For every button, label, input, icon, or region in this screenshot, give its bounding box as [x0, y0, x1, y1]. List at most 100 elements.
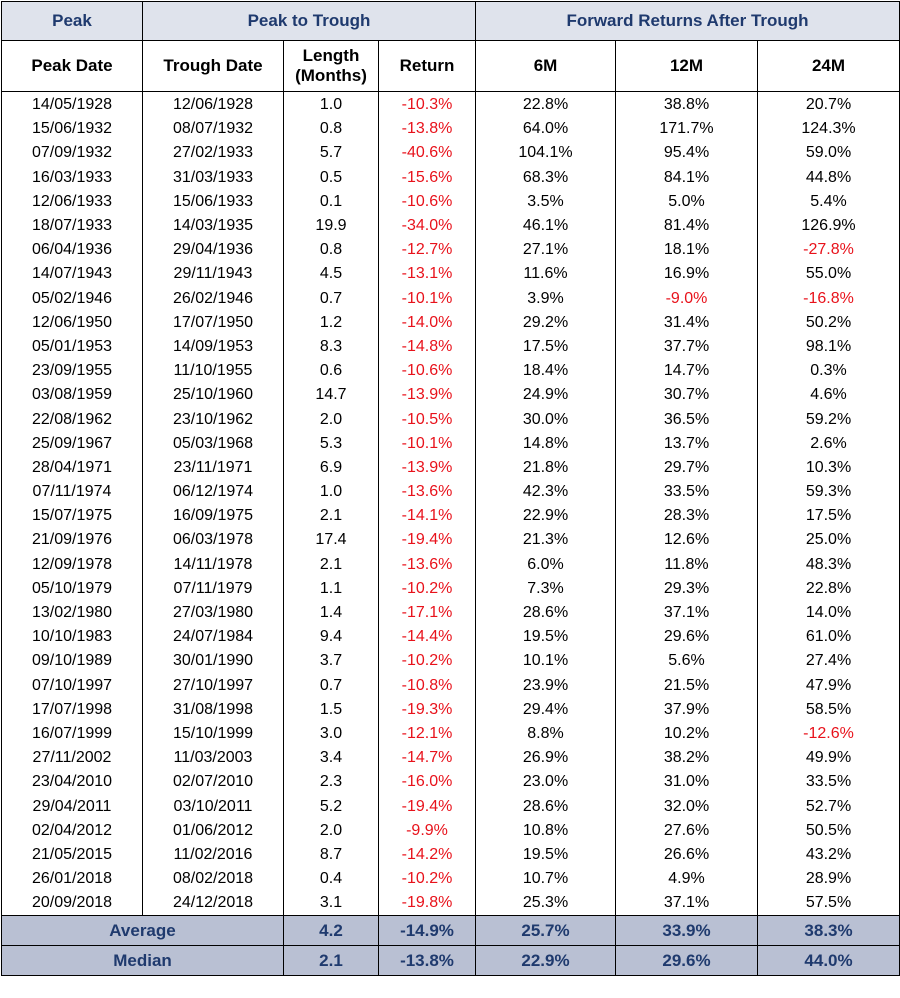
length-cell: 0.8 [283, 117, 379, 142]
return-cell: -19.3% [378, 697, 476, 722]
return-cell: -10.6% [378, 189, 476, 214]
fwd-12m-cell: 171.7% [615, 117, 758, 142]
fwd-12m-cell: 10.2% [615, 721, 758, 747]
peak-date-cell: 23/04/2010 [1, 770, 143, 795]
peak-date-cell: 07/09/1932 [1, 141, 143, 166]
fwd-24m-cell: 50.5% [756, 818, 900, 843]
length-cell: 4.5 [283, 262, 379, 287]
length-cell: 17.4 [283, 528, 379, 553]
group-header-row: Peak Peak to Trough Forward Returns Afte… [1, 1, 900, 41]
peak-date-cell: 21/05/2015 [1, 842, 143, 867]
table-row: 22/08/1962 23/10/1962 2.0 -10.5% 30.0% 36.5% 5… [1, 407, 900, 432]
return-cell: -34.0% [378, 213, 476, 239]
fwd-6m-cell: 7.3% [475, 576, 616, 601]
fwd-6m-cell: 14.8% [475, 431, 616, 456]
length-cell: 3.0 [283, 721, 379, 747]
col-peak-date: Peak Date [1, 40, 143, 92]
length-cell: 1.0 [283, 91, 379, 118]
table-row: 07/11/1974 06/12/1974 1.0 -13.6% 42.3% 33.5% 5… [1, 480, 900, 505]
return-cell: -16.0% [378, 770, 476, 795]
fwd-12m-cell: 5.6% [615, 649, 758, 674]
fwd-6m-cell: 104.1% [475, 141, 616, 166]
length-cell: 2.1 [283, 552, 379, 577]
return-cell: -10.6% [378, 359, 476, 384]
length-cell: 0.7 [283, 673, 379, 698]
fwd-12m-cell: 26.6% [615, 842, 758, 867]
fwd-12m-cell: 37.1% [615, 600, 758, 626]
fwd-24m-cell: 49.9% [756, 746, 900, 771]
return-cell: -19.4% [378, 794, 476, 819]
fwd-24m-cell: 57.5% [756, 891, 900, 916]
length-cell: 0.6 [283, 359, 379, 384]
fwd-12m-cell: 28.3% [615, 504, 758, 529]
fwd-12m-cell: 21.5% [615, 673, 758, 698]
table-row: 10/10/1983 24/07/1984 9.4 -14.4% 19.5% 29.6% 6… [1, 625, 900, 650]
fwd-24m-cell: 58.5% [756, 697, 900, 722]
peak-date-cell: 26/01/2018 [1, 867, 143, 892]
fwd-24m-cell: -27.8% [756, 238, 900, 263]
trough-date-cell: 29/11/1943 [142, 262, 284, 287]
trough-date-cell: 12/06/1928 [142, 91, 284, 118]
fwd-24m-cell: 17.5% [756, 504, 900, 529]
peak-date-cell: 07/11/1974 [1, 480, 143, 505]
trough-date-cell: 27/10/1997 [142, 673, 284, 698]
table-row: 14/07/1943 29/11/1943 4.5 -13.1% 11.6% 16.9% 5… [1, 262, 900, 287]
length-cell: 1.5 [283, 697, 379, 722]
table-row: 06/04/1936 29/04/1936 0.8 -12.7% 27.1% 18.1% -… [1, 238, 900, 263]
table-row: 23/04/2010 02/07/2010 2.3 -16.0% 23.0% 31.0% 3… [1, 770, 900, 795]
fwd-6m-cell: 11.6% [475, 262, 616, 287]
trough-date-cell: 31/03/1933 [142, 165, 284, 190]
fwd-12m-cell: 29.6% [615, 625, 758, 650]
fwd-12m-cell: 95.4% [615, 141, 758, 166]
trough-date-cell: 08/07/1932 [142, 117, 284, 142]
return-cell: -40.6% [378, 141, 476, 166]
peak-date-cell: 22/08/1962 [1, 407, 143, 432]
fwd-12m-cell: 38.8% [615, 91, 758, 118]
peak-date-cell: 14/07/1943 [1, 262, 143, 287]
table-row: 15/07/1975 16/09/1975 2.1 -14.1% 22.9% 28.3% 1… [1, 504, 900, 529]
fwd-6m-cell: 27.1% [475, 238, 616, 263]
fwd-6m-cell: 17.5% [475, 334, 616, 360]
fwd-6m-cell: 30.0% [475, 407, 616, 432]
fwd-12m-cell: 81.4% [615, 213, 758, 239]
return-cell: -15.6% [378, 165, 476, 190]
return-cell: -14.8% [378, 334, 476, 360]
peak-date-cell: 18/07/1933 [1, 213, 143, 239]
fwd-24m-cell: 14.0% [756, 600, 900, 626]
peak-date-cell: 17/07/1998 [1, 697, 143, 722]
table-row: 21/05/2015 11/02/2016 8.7 -14.2% 19.5% 26.6% 4… [1, 842, 900, 867]
fwd-24m-cell: -12.6% [756, 721, 900, 747]
trough-date-cell: 23/10/1962 [142, 407, 284, 432]
fwd-6m-cell: 25.7% [475, 915, 616, 947]
trough-date-cell: 07/11/1979 [142, 576, 284, 601]
trough-date-cell: 30/01/1990 [142, 649, 284, 674]
peak-date-cell: 07/10/1997 [1, 673, 143, 698]
length-cell: 4.2 [283, 915, 379, 947]
length-cell: 5.7 [283, 141, 379, 166]
trough-date-cell: 11/10/1955 [142, 359, 284, 384]
col-return: Return [378, 40, 476, 92]
trough-date-cell: 23/11/1971 [142, 455, 284, 480]
table-row: 17/07/1998 31/08/1998 1.5 -19.3% 29.4% 37.9% 5… [1, 697, 900, 722]
fwd-6m-cell: 28.6% [475, 794, 616, 819]
length-cell: 1.4 [283, 600, 379, 626]
length-cell: 2.1 [283, 945, 379, 977]
summary-row-average: Average 4.2 -14.9% 25.7% 33.9% 38.3% [1, 915, 900, 947]
peak-date-cell: 10/10/1983 [1, 625, 143, 650]
return-cell: -14.7% [378, 746, 476, 771]
peak-date-cell: 02/04/2012 [1, 818, 143, 843]
fwd-12m-cell: 32.0% [615, 794, 758, 819]
trough-date-cell: 17/07/1950 [142, 310, 284, 335]
peak-date-cell: 14/05/1928 [1, 91, 143, 118]
fwd-24m-cell: 55.0% [756, 262, 900, 287]
length-cell: 14.7 [283, 383, 379, 408]
return-cell: -14.1% [378, 504, 476, 529]
trough-date-cell: 29/04/1936 [142, 238, 284, 263]
length-cell: 5.3 [283, 431, 379, 456]
fwd-12m-cell: 31.4% [615, 310, 758, 335]
fwd-24m-cell: 48.3% [756, 552, 900, 577]
return-cell: -14.9% [378, 915, 476, 947]
fwd-12m-cell: 14.7% [615, 359, 758, 384]
peak-date-cell: 16/07/1999 [1, 721, 143, 747]
fwd-6m-cell: 26.9% [475, 746, 616, 771]
